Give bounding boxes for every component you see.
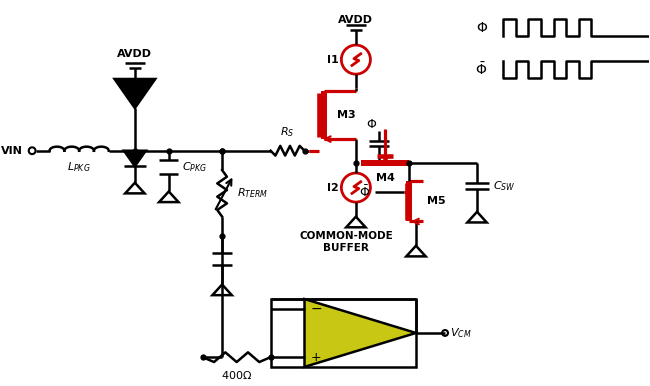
Text: COMMON-MODE: COMMON-MODE: [299, 231, 393, 241]
Text: $L_{PKG}$: $L_{PKG}$: [68, 161, 91, 174]
Text: −: −: [310, 302, 322, 316]
Text: M5: M5: [426, 196, 445, 206]
Text: AVDD: AVDD: [118, 49, 152, 59]
Bar: [270, 299, 416, 367]
Text: I2: I2: [327, 183, 339, 193]
Text: $R_{TERM}$: $R_{TERM}$: [237, 186, 268, 200]
Text: BUFFER: BUFFER: [323, 243, 369, 253]
Polygon shape: [124, 151, 146, 166]
Text: $V_{CM}$: $V_{CM}$: [450, 326, 471, 340]
Text: +: +: [311, 351, 322, 364]
Text: $400\Omega$: $400\Omega$: [221, 369, 252, 381]
Text: $C_{PKG}$: $C_{PKG}$: [183, 160, 207, 174]
Text: VIN: VIN: [1, 146, 23, 156]
Text: M3: M3: [337, 110, 356, 120]
Text: $\bar{\Phi}$: $\bar{\Phi}$: [474, 61, 487, 78]
Text: M4: M4: [376, 173, 395, 183]
Text: AVDD: AVDD: [339, 15, 373, 25]
Text: I1: I1: [327, 54, 339, 64]
Polygon shape: [304, 299, 416, 367]
Text: Φ: Φ: [476, 20, 487, 35]
Polygon shape: [114, 79, 155, 108]
Text: Φ: Φ: [367, 118, 376, 131]
Text: $\bar{\Phi}$: $\bar{\Phi}$: [359, 185, 370, 200]
Text: $C_{SW}$: $C_{SW}$: [493, 179, 515, 193]
Text: $R_S$: $R_S$: [280, 125, 294, 139]
